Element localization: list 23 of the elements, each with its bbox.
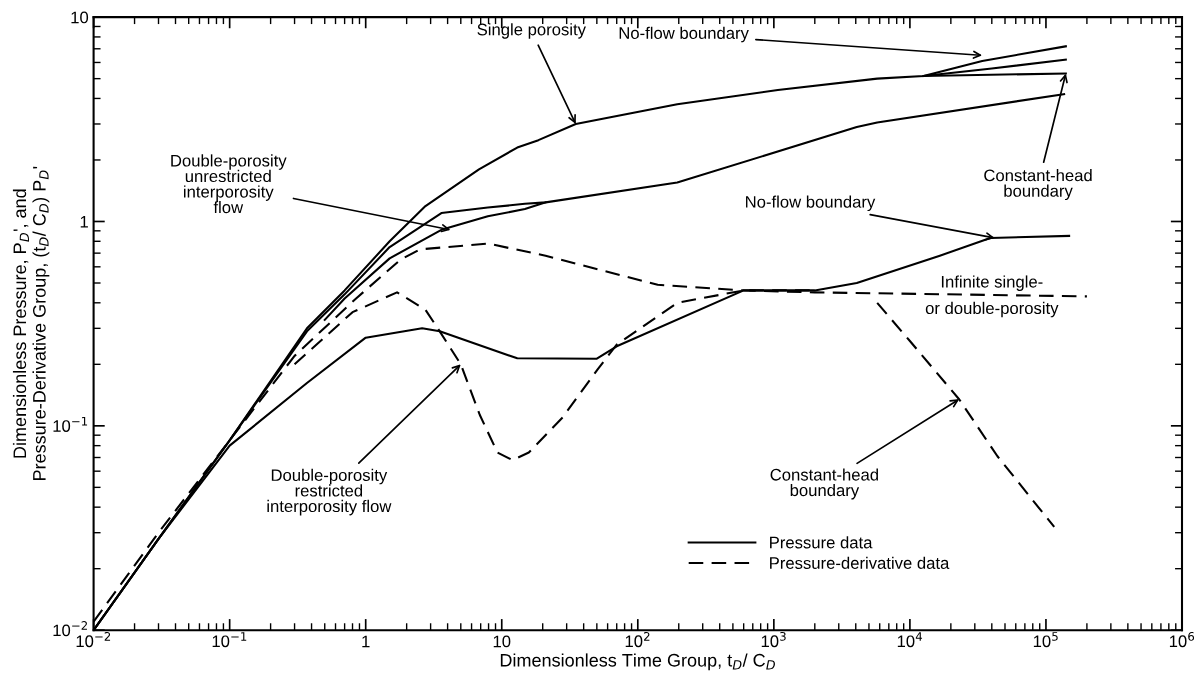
x-tick-label: 10$^{−1}$ <box>212 632 247 648</box>
x-tick-label: 10$^{6}$ <box>1169 631 1195 648</box>
x-axis-title: Dimensionless Time Group, t$_{D}$/ C$_{D}$ <box>500 653 775 671</box>
x-tick-label: 1 <box>362 635 370 648</box>
annotation: Constant-head boundary <box>984 169 1092 201</box>
x-tick-label: 10$^{5}$ <box>1033 632 1058 648</box>
y-tick-label: 10$^{−1}$ <box>53 416 88 432</box>
y-tick-label: 1 <box>80 216 88 228</box>
annotation: Double-porosity unrestricted interporosity flow <box>171 154 287 214</box>
annotation: Double-porosity restricted interporosity flow <box>267 468 392 516</box>
annotation: Constant-head boundary <box>770 468 878 500</box>
y-tick-label: 10 <box>71 11 89 24</box>
text: Dimensionless Pressure, P$_{D}$', and Pressure-Derivative Group, (t$_{D}$/ C$_{D}$) P$_{D}$' <box>12 166 50 480</box>
annotation: Infinite single- or double-porosity <box>925 275 1059 318</box>
annotation: Single porosity <box>477 23 586 39</box>
x-tick-label: 10$^{4}$ <box>897 632 923 648</box>
x-tick-label: 10$^{2}$ <box>625 631 650 648</box>
x-tick-label: 10 <box>493 635 511 648</box>
x-tick-label: 10$^{3}$ <box>761 631 786 648</box>
annotation: No-flow boundary <box>619 26 749 43</box>
legend-label: Pressure data <box>770 536 873 549</box>
legend-label: Pressure-derivative data <box>770 556 950 569</box>
annotation: No-flow boundary <box>746 195 876 212</box>
